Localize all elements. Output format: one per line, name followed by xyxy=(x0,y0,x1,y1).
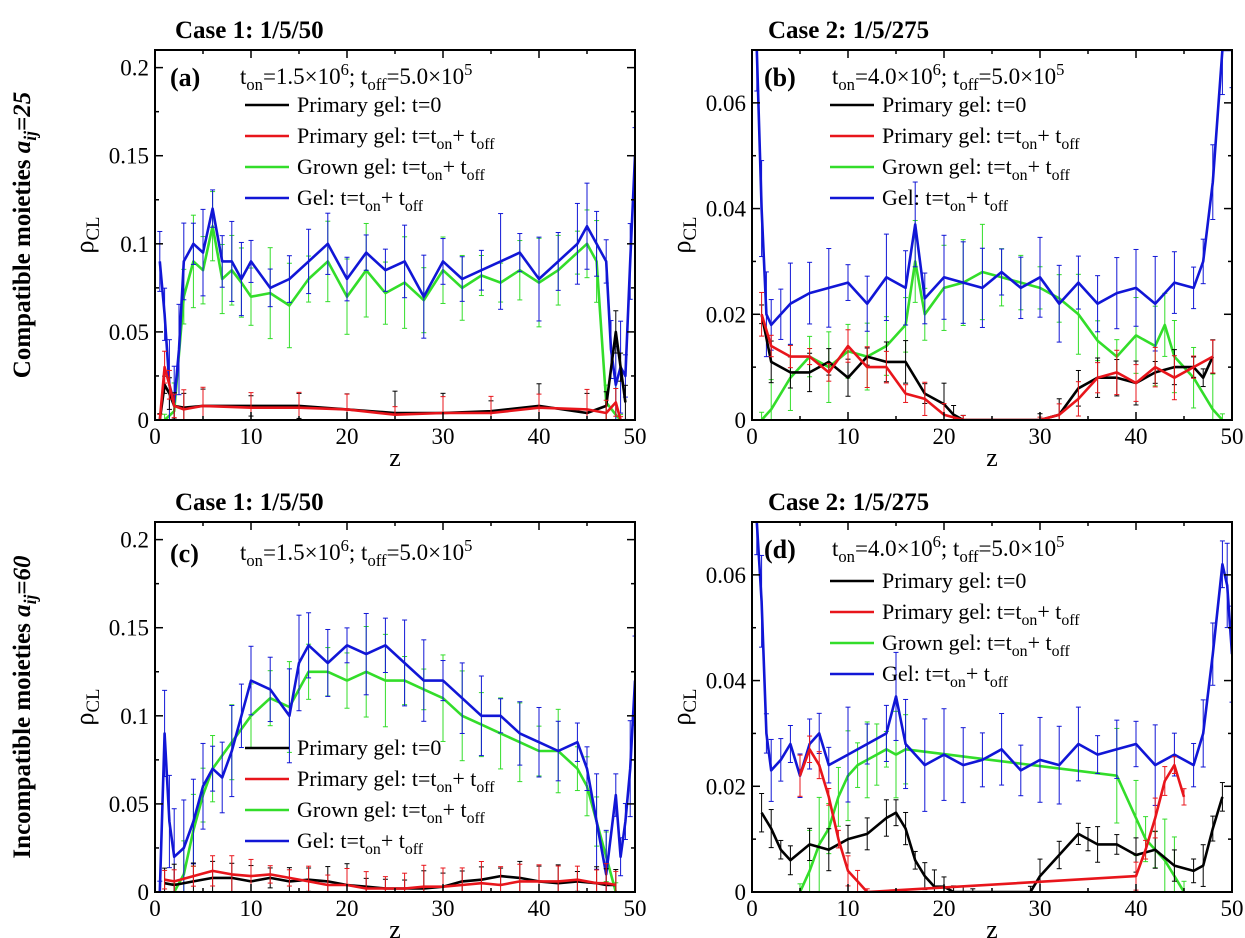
legend-entry: Grown gel: t=ton+ toff xyxy=(882,154,1070,184)
x-tick-label: 50 xyxy=(624,424,647,449)
plot-area xyxy=(754,522,1232,892)
y-tick-label: 0.2 xyxy=(120,528,149,553)
panel-letter: (a) xyxy=(170,63,200,92)
legend-entry: Gel: t=ton+ toff xyxy=(297,828,424,858)
panel-title: Case 1: 1/5/50 xyxy=(175,17,324,44)
y-tick-label: 0 xyxy=(138,408,150,433)
x-tick-label: 10 xyxy=(837,896,860,921)
x-axis-label: z xyxy=(389,443,401,472)
x-tick-label: 30 xyxy=(432,896,455,921)
y-axis-label: ρCL xyxy=(667,689,701,726)
y-tick-label: 0.1 xyxy=(120,704,149,729)
panel-c: Case 1: 1/5/50 0 10 20 30 40 50 0 0.05 0.1 0.15 0.2… xyxy=(70,489,647,938)
x-tick-label: 40 xyxy=(1125,424,1148,449)
legend-entry: Grown gel: t=ton+ toff xyxy=(882,630,1070,660)
series-line xyxy=(158,365,622,420)
panel-letter: (c) xyxy=(170,539,199,568)
series-line xyxy=(158,643,635,892)
x-tick-label: 30 xyxy=(1029,424,1052,449)
panel-b: Case 2: 1/5/275 0 10 20 30 40 50 0 0.02 0.04 0.06 z… xyxy=(667,17,1244,472)
panel-annotation: ton=1.5×106; toff=5.0×105 xyxy=(240,536,472,570)
panel-annotation: ton=1.5×106; toff=5.0×105 xyxy=(240,60,472,94)
panel-annotation: ton=4.0×106; toff=5.0×105 xyxy=(832,532,1064,566)
panel-a: Case 1: 1/5/50 0 10 20 30 40 50 0 0.05 0.1 0.15 0.2… xyxy=(70,17,647,472)
y-tick-label: 0.15 xyxy=(109,144,149,169)
x-tick-label: 10 xyxy=(240,896,263,921)
x-tick-label: 20 xyxy=(933,896,956,921)
panel-annotation: ton=4.0×106; toff=5.0×105 xyxy=(832,60,1064,94)
legend-entry: Grown gel: t=ton+ toff xyxy=(297,154,485,184)
x-tick-label: 10 xyxy=(837,424,860,449)
legend-entry: Primary gel: t=ton+ toff xyxy=(297,766,495,796)
row-label: Incompatible moieties aij=60 xyxy=(9,555,40,859)
x-tick-label: 20 xyxy=(336,896,359,921)
y-tick-label: 0.02 xyxy=(706,774,746,799)
series-line xyxy=(158,155,635,404)
x-tick-label: 30 xyxy=(1029,896,1052,921)
x-tick-label: 0 xyxy=(746,424,758,449)
panel-title: Case 2: 1/5/275 xyxy=(768,489,929,516)
series-line xyxy=(760,796,1224,892)
legend-entry: Gel: t=ton+ toff xyxy=(882,661,1009,691)
panel-d: Case 2: 1/5/275 0 10 20 30 40 50 0 0.02 0.04 0.06 z… xyxy=(667,489,1244,938)
legend-entry: Gel: t=ton+ toff xyxy=(882,185,1009,215)
y-tick-label: 0.05 xyxy=(109,792,149,817)
y-tick-label: 0 xyxy=(735,880,747,905)
legend-entry: Primary gel: t=0 xyxy=(882,92,1026,117)
x-tick-label: 40 xyxy=(1125,896,1148,921)
x-tick-label: 20 xyxy=(933,424,956,449)
x-tick-label: 30 xyxy=(432,424,455,449)
y-tick-label: 0.2 xyxy=(120,56,149,81)
series-line xyxy=(755,50,1232,327)
series-line xyxy=(163,224,622,420)
x-tick-label: 50 xyxy=(1221,896,1244,921)
series-line xyxy=(760,260,1224,420)
y-tick-label: 0.04 xyxy=(706,197,747,222)
x-tick-label: 50 xyxy=(624,896,647,921)
legend-entry: Primary gel: t=0 xyxy=(882,568,1026,593)
legend-entry: Grown gel: t=ton+ toff xyxy=(297,797,485,827)
row-label: Compatible moieties aij=25 xyxy=(9,92,40,378)
panel-title: Case 1: 1/5/50 xyxy=(175,489,324,516)
y-tick-label: 0.04 xyxy=(706,669,747,694)
y-tick-label: 0.06 xyxy=(706,91,746,116)
y-tick-label: 0 xyxy=(138,880,150,905)
x-tick-label: 50 xyxy=(1221,424,1244,449)
panel-title: Case 2: 1/5/275 xyxy=(768,17,929,44)
y-tick-label: 0.05 xyxy=(109,320,149,345)
legend-entry: Gel: t=ton+ toff xyxy=(297,185,424,215)
series-line xyxy=(798,747,1186,892)
x-axis-label: z xyxy=(389,915,401,938)
legend-entry: Primary gel: t=0 xyxy=(297,92,441,117)
x-tick-label: 20 xyxy=(336,424,359,449)
y-tick-label: 0.1 xyxy=(120,232,149,257)
x-tick-label: 40 xyxy=(528,424,551,449)
x-axis-label: z xyxy=(986,915,998,938)
x-tick-label: 40 xyxy=(528,896,551,921)
x-tick-label: 0 xyxy=(149,424,161,449)
legend-entry: Primary gel: t=ton+ toff xyxy=(882,599,1080,629)
y-axis-label: ρCL xyxy=(70,217,104,254)
plot-area xyxy=(157,127,635,420)
legend-entry: Primary gel: t=0 xyxy=(297,735,441,760)
y-tick-label: 0.02 xyxy=(706,302,746,327)
legend-entry: Primary gel: t=ton+ toff xyxy=(882,123,1080,153)
y-axis-label: ρCL xyxy=(70,689,104,726)
panel-letter: (d) xyxy=(764,535,796,564)
x-tick-label: 10 xyxy=(240,424,263,449)
y-tick-label: 0 xyxy=(735,408,747,433)
x-axis-label: z xyxy=(986,443,998,472)
x-tick-label: 0 xyxy=(149,896,161,921)
plot-area xyxy=(754,50,1232,420)
y-axis-label: ρCL xyxy=(667,217,701,254)
panel-letter: (b) xyxy=(764,63,796,92)
x-tick-label: 0 xyxy=(746,896,758,921)
legend-entry: Primary gel: t=ton+ toff xyxy=(297,123,495,153)
y-tick-label: 0.06 xyxy=(706,563,746,588)
series-line xyxy=(755,522,1232,778)
y-tick-label: 0.15 xyxy=(109,616,149,641)
series-line xyxy=(760,313,1214,420)
